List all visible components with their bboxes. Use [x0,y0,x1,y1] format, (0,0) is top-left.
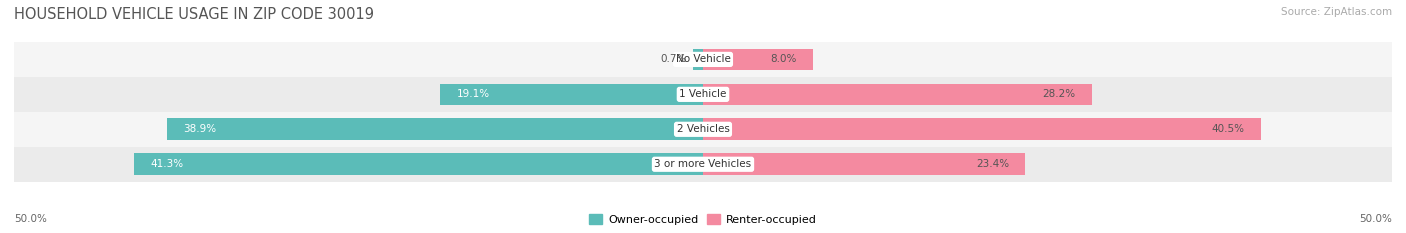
Bar [440,84,703,105]
Text: 2 Vehicles: 2 Vehicles [676,124,730,134]
Text: 50.0%: 50.0% [14,214,46,224]
Bar [703,118,1261,140]
Text: 8.0%: 8.0% [770,55,797,64]
Bar [134,154,703,175]
Bar [703,49,813,70]
Bar [167,118,703,140]
Text: 40.5%: 40.5% [1212,124,1244,134]
Text: No Vehicle: No Vehicle [675,55,731,64]
Bar [703,84,1091,105]
Text: 0.7%: 0.7% [659,55,686,64]
Text: 1 Vehicle: 1 Vehicle [679,89,727,99]
Bar [14,112,1392,147]
Text: 41.3%: 41.3% [150,159,184,169]
Text: 3 or more Vehicles: 3 or more Vehicles [654,159,752,169]
Text: 19.1%: 19.1% [457,89,489,99]
Bar [14,42,1392,77]
Bar [14,147,1392,182]
Bar [14,77,1392,112]
Text: 50.0%: 50.0% [1360,214,1392,224]
Bar [693,49,703,70]
Legend: Owner-occupied, Renter-occupied: Owner-occupied, Renter-occupied [585,210,821,229]
Text: 38.9%: 38.9% [184,124,217,134]
Text: 23.4%: 23.4% [976,159,1010,169]
Text: Source: ZipAtlas.com: Source: ZipAtlas.com [1281,7,1392,17]
Bar [703,154,1025,175]
Text: HOUSEHOLD VEHICLE USAGE IN ZIP CODE 30019: HOUSEHOLD VEHICLE USAGE IN ZIP CODE 3001… [14,7,374,22]
Text: 28.2%: 28.2% [1042,89,1076,99]
